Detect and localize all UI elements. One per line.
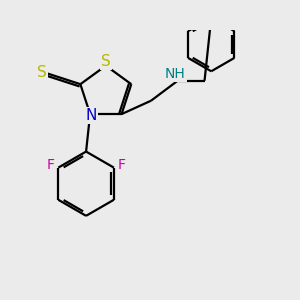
Text: NH: NH xyxy=(165,67,185,81)
Text: F: F xyxy=(46,158,54,172)
Text: S: S xyxy=(101,54,111,69)
Text: S: S xyxy=(37,65,47,80)
Text: F: F xyxy=(118,158,126,172)
Text: N: N xyxy=(86,108,97,123)
